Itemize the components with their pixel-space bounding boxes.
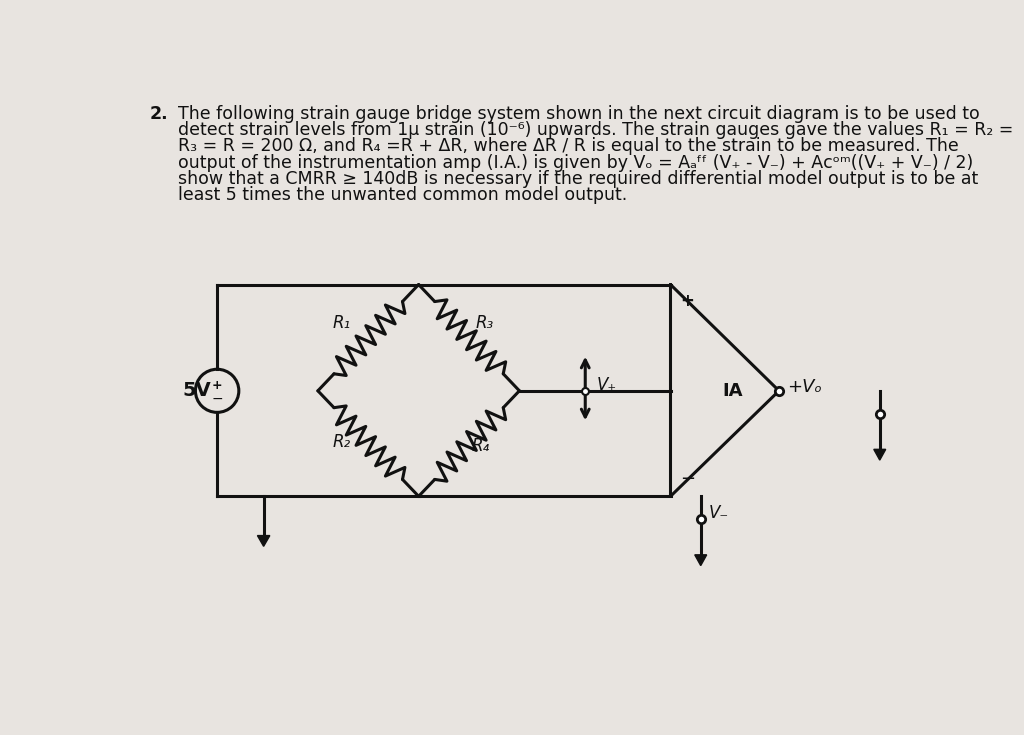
- Text: 5V: 5V: [182, 381, 211, 401]
- Polygon shape: [694, 555, 707, 566]
- Text: V₋: V₋: [709, 504, 729, 523]
- Text: −: −: [211, 392, 223, 406]
- Text: −: −: [680, 470, 695, 488]
- Text: IA: IA: [722, 381, 742, 400]
- Text: The following strain gauge bridge system shown in the next circuit diagram is to: The following strain gauge bridge system…: [178, 105, 980, 123]
- Text: R₁: R₁: [332, 314, 350, 332]
- Text: R₂: R₂: [332, 434, 350, 451]
- Polygon shape: [873, 449, 886, 460]
- Text: R₃ = R = 200 Ω, and R₄ =R + ΔR, where ΔR / R is equal to the strain to be measur: R₃ = R = 200 Ω, and R₄ =R + ΔR, where ΔR…: [178, 137, 959, 156]
- Polygon shape: [257, 536, 270, 546]
- Text: least 5 times the unwanted common model output.: least 5 times the unwanted common model …: [178, 186, 628, 204]
- Text: +Vₒ: +Vₒ: [786, 378, 821, 396]
- Text: R₃: R₃: [475, 314, 494, 332]
- Text: +: +: [680, 293, 693, 310]
- Text: V₊: V₊: [597, 376, 617, 394]
- Text: 2.: 2.: [150, 105, 168, 123]
- Text: output of the instrumentation amp (I.A.) is given by Vₒ = Aₐᶠᶠ (V₊ - V₋) + Aᴄᵒᵐ(: output of the instrumentation amp (I.A.)…: [178, 154, 974, 172]
- Text: detect strain levels from 1μ strain (10⁻⁶) upwards. The strain gauges gave the v: detect strain levels from 1μ strain (10⁻…: [178, 121, 1014, 140]
- Text: +: +: [212, 379, 222, 392]
- Text: R₄: R₄: [472, 437, 489, 455]
- Text: show that a CMRR ≥ 140dB is necessary if the required differential model output : show that a CMRR ≥ 140dB is necessary if…: [178, 170, 979, 188]
